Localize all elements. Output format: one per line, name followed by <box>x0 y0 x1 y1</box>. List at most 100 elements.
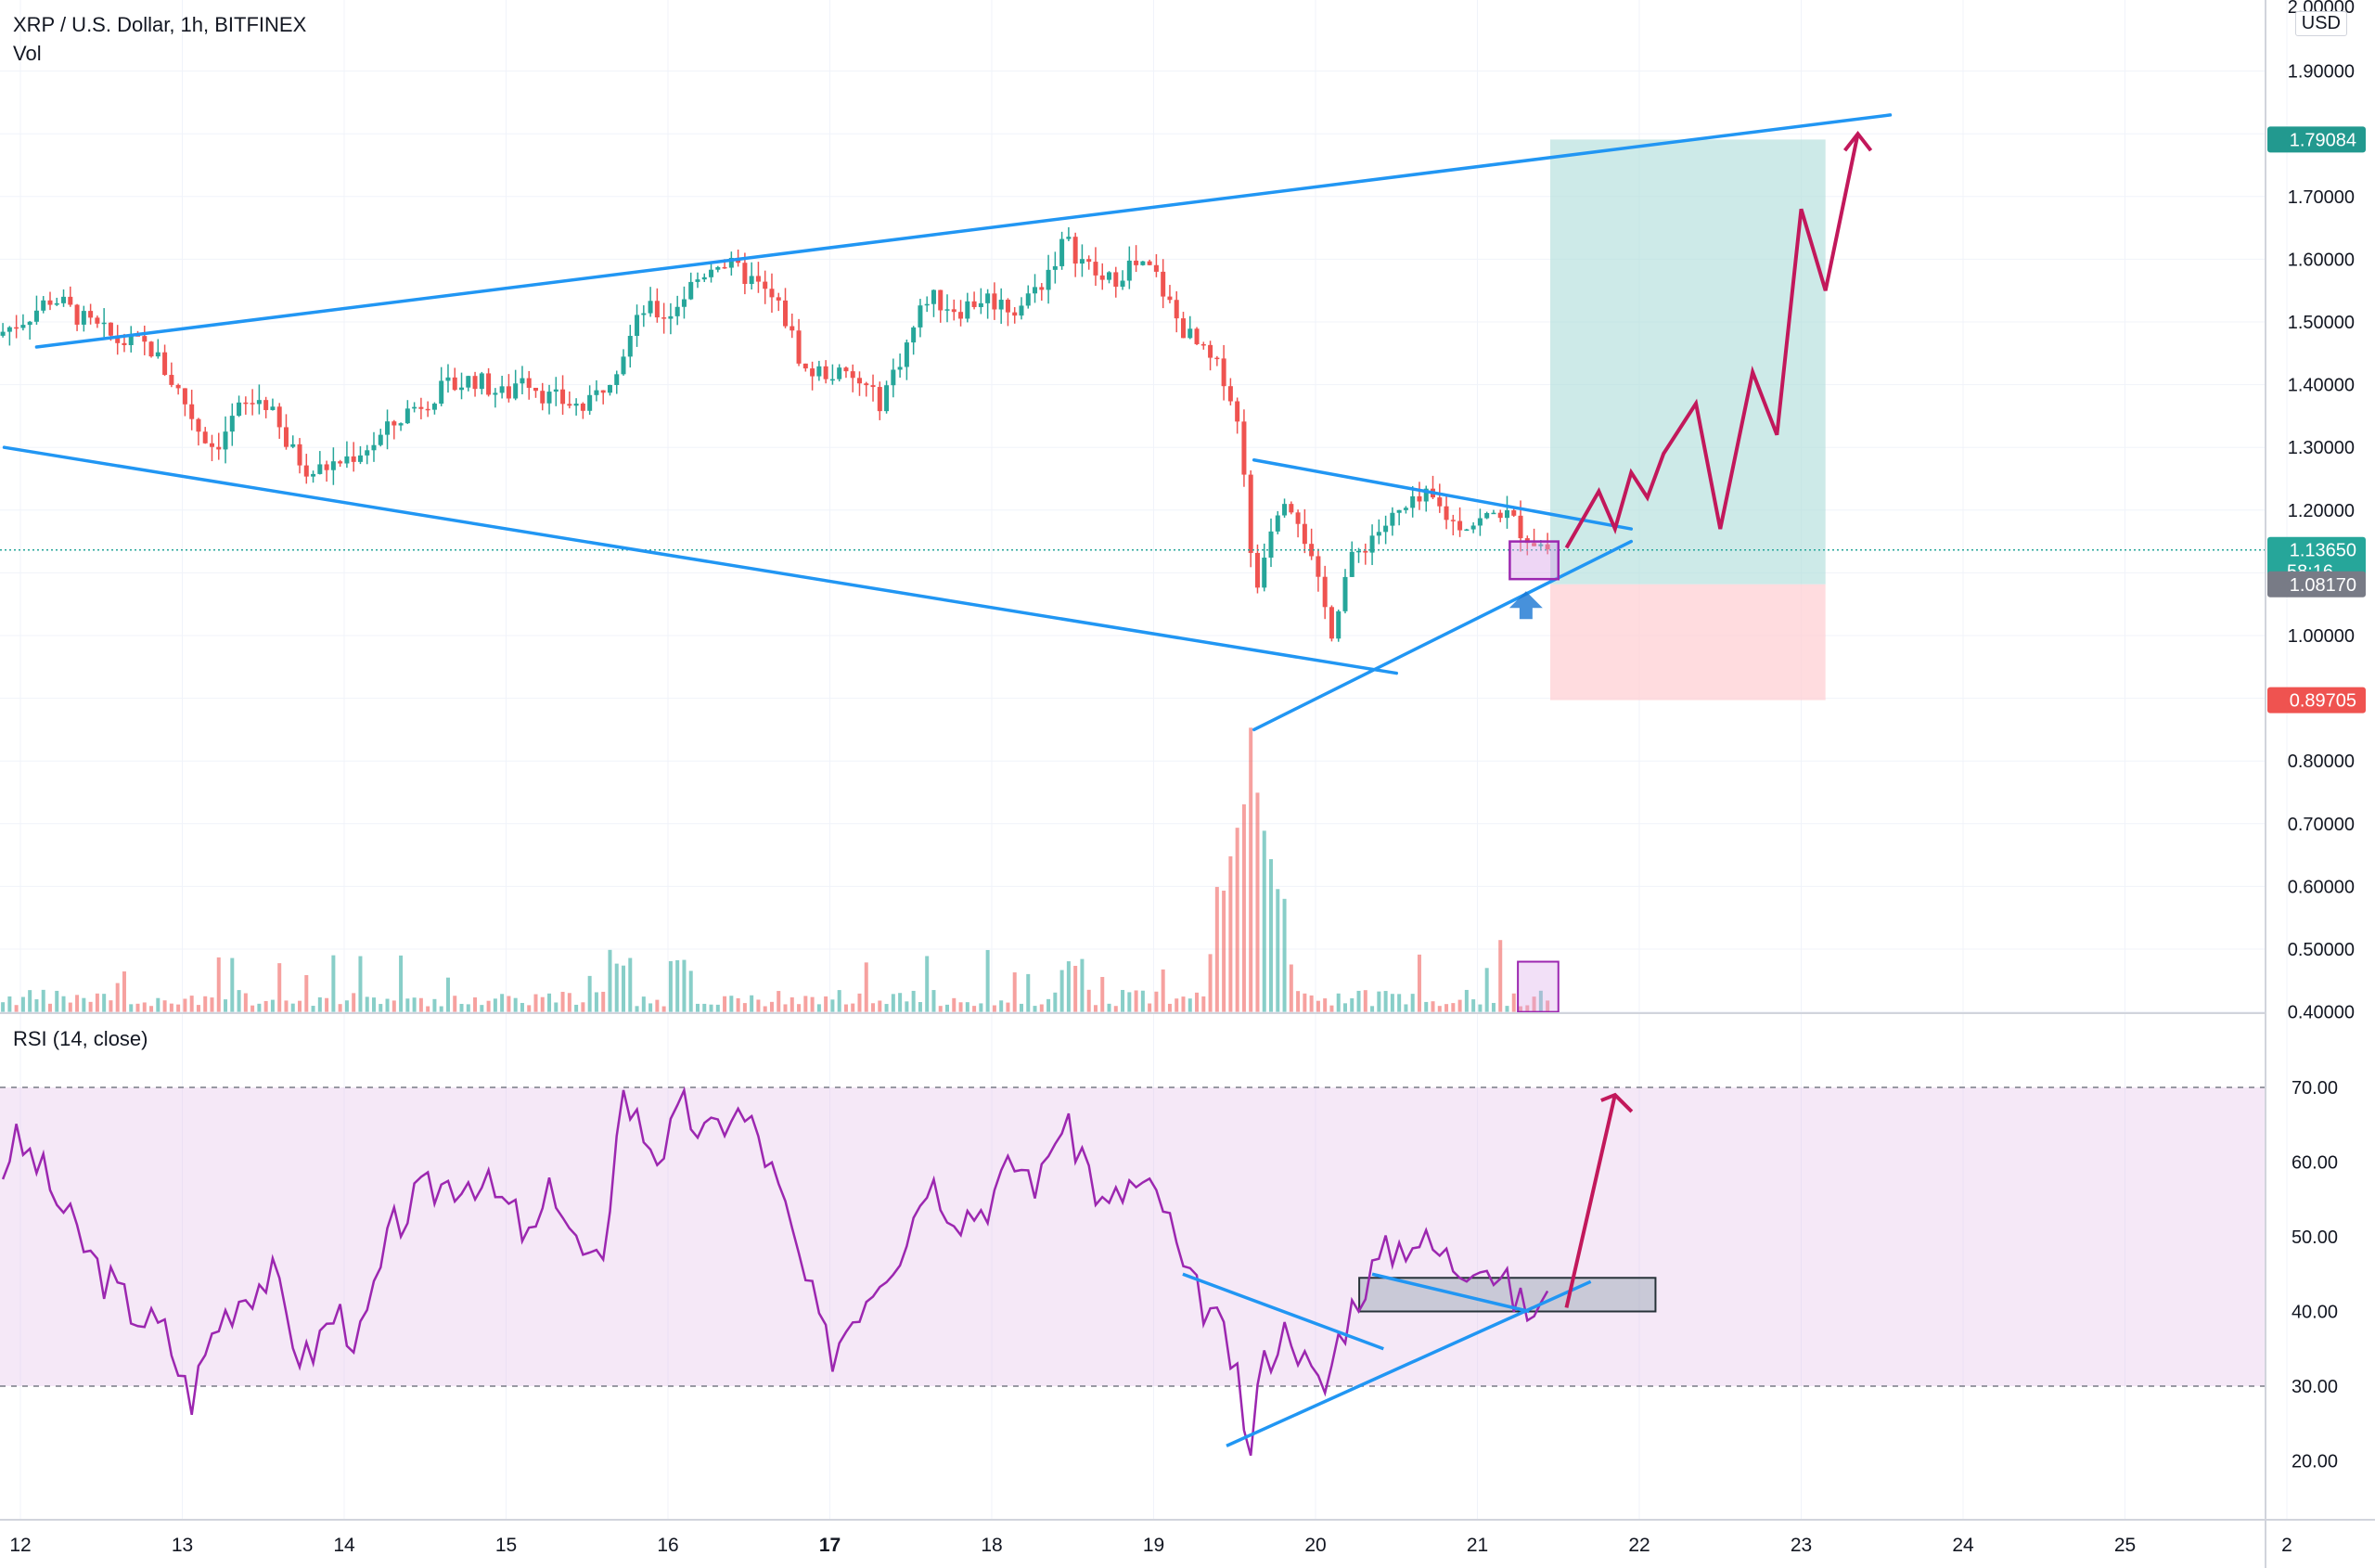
rsi-indicator-label[interactable]: RSI (14, close) <box>13 1027 148 1050</box>
volume-bar <box>358 956 363 1012</box>
volume-bar <box>750 995 754 1012</box>
time-tick-label: 21 <box>1467 1535 1488 1556</box>
volume-bar <box>1201 996 1206 1012</box>
candle-body <box>1235 401 1240 422</box>
volume-bar <box>742 1003 747 1012</box>
volume-bar <box>1424 1001 1429 1012</box>
candle-body <box>621 356 626 375</box>
candle-body <box>701 276 707 280</box>
candle-body <box>654 301 660 318</box>
volume-bar <box>567 993 571 1012</box>
volume-bar <box>1451 1003 1456 1012</box>
volume-bar <box>1161 969 1165 1012</box>
candle-body <box>1227 386 1233 402</box>
volume-bar <box>560 991 565 1012</box>
rsi-axis[interactable]: 70.00 60.00 50.00 40.00 30.00 20.00 <box>2292 1078 2338 1472</box>
candle-body <box>891 369 896 386</box>
candle-body <box>1180 318 1186 339</box>
candle-body <box>1369 535 1375 553</box>
candle-body <box>1221 358 1226 387</box>
volume-bar <box>88 1001 93 1012</box>
candle-body <box>958 312 964 319</box>
candle-body <box>263 400 269 410</box>
candle-body <box>944 309 950 311</box>
volume-bar <box>843 1004 848 1012</box>
currency-label[interactable]: USD <box>2294 11 2347 36</box>
time-axis[interactable]: 12 13 14 15 16 17 18 19 20 21 22 23 24 25 2 <box>9 1535 2292 1556</box>
symbol-title[interactable]: XRP / U.S. Dollar, 1h, BITFINEX <box>13 13 307 36</box>
price-tick-label: 1.00000 <box>2288 626 2355 647</box>
candle-body <box>270 406 276 410</box>
candle-body <box>290 443 296 447</box>
candle-body <box>1086 259 1092 263</box>
volume-bar <box>871 1003 876 1012</box>
volume-bar <box>500 994 505 1012</box>
volume-bar <box>405 998 410 1012</box>
price-axis[interactable]: 2.000001.900001.800001.700001.600001.500… <box>2288 0 2355 1023</box>
candle-body <box>1417 495 1422 502</box>
candle-body <box>1093 262 1098 276</box>
candle-body <box>182 388 187 405</box>
price-highlight-box <box>1508 540 1560 581</box>
candle-body <box>567 404 572 406</box>
candle-body <box>466 376 471 388</box>
candle-body <box>897 366 903 370</box>
volume-bar <box>1303 993 1307 1012</box>
volume-bar <box>189 996 194 1012</box>
candle-body <box>796 330 802 364</box>
volume-bar <box>1019 1003 1023 1012</box>
volume-bar <box>473 997 478 1012</box>
volume-bar <box>803 996 808 1012</box>
volume-bar <box>958 1002 963 1012</box>
candle-body <box>600 390 606 393</box>
candle-body <box>1309 544 1315 557</box>
volume-indicator-label[interactable]: Vol <box>13 42 42 65</box>
volume-bar <box>878 1000 882 1012</box>
volume-bar <box>688 970 693 1012</box>
volume-bar <box>224 999 228 1012</box>
candle-body <box>506 386 511 399</box>
candle-body <box>722 266 727 269</box>
time-tick-label: 20 <box>1304 1535 1326 1556</box>
volume-bar <box>1053 992 1058 1012</box>
price-tick-label: 0.80000 <box>2288 752 2355 772</box>
volume-bar <box>1241 803 1246 1012</box>
volume-bar <box>176 1004 181 1012</box>
candle-body <box>985 293 991 303</box>
volume-bar <box>41 989 45 1012</box>
volume-bar <box>1033 1006 1037 1012</box>
volume-bar <box>426 1006 430 1012</box>
candle-body <box>128 335 134 346</box>
candle-body <box>1005 300 1010 313</box>
candle-body <box>1383 525 1389 533</box>
volume-bar <box>507 996 511 1012</box>
candle-body <box>992 293 997 310</box>
candlestick-series <box>0 226 1550 642</box>
candle-body <box>1545 544 1550 550</box>
volume-bar <box>196 1005 200 1012</box>
candle-body <box>162 352 168 376</box>
volume-bar <box>1113 1006 1118 1012</box>
volume-bar <box>520 1002 524 1012</box>
price-tick-label: 0.70000 <box>2288 815 2355 835</box>
volume-bar <box>622 965 626 1012</box>
candle-body <box>790 326 795 331</box>
candle-body <box>365 450 370 456</box>
candle-body <box>877 387 882 412</box>
volume-bar <box>183 998 187 1012</box>
volume-bar <box>1532 996 1536 1012</box>
candle-body <box>668 315 674 319</box>
rsi-tick-label: 30.00 <box>2292 1377 2338 1397</box>
candle-body <box>1329 607 1334 639</box>
price-tick-label: 1.60000 <box>2288 250 2355 270</box>
candle-body <box>1491 512 1496 515</box>
volume-bar <box>371 997 376 1012</box>
candle-body <box>715 266 721 270</box>
volume-bar <box>1437 1006 1442 1012</box>
volume-bar <box>1491 1002 1496 1012</box>
volume-bar <box>1397 994 1402 1012</box>
volume-bar <box>162 1000 167 1012</box>
volume-bar <box>1073 965 1078 1012</box>
time-tick-label: 18 <box>981 1535 1002 1556</box>
